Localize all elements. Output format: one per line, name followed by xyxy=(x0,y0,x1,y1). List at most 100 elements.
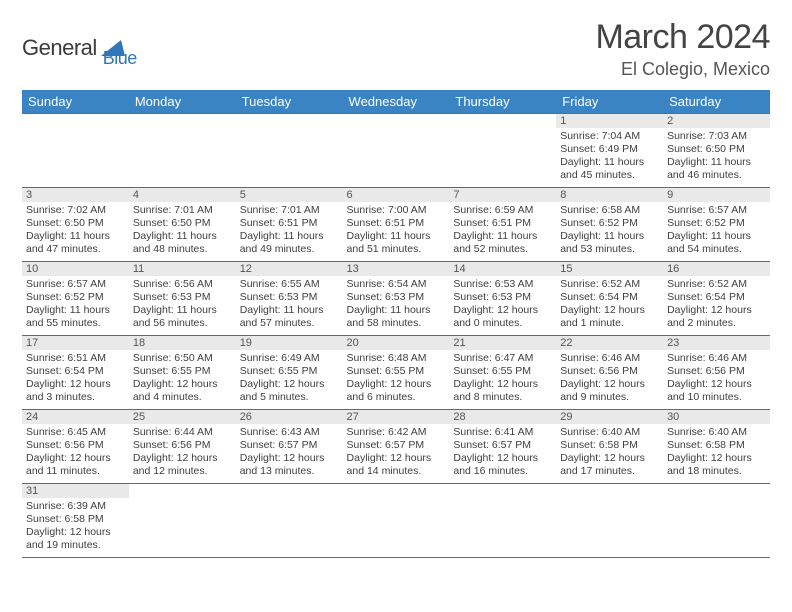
page-title: March 2024 xyxy=(595,18,770,57)
sunrise-line: Sunrise: 6:50 AM xyxy=(133,352,232,365)
day-number: 4 xyxy=(129,188,236,202)
sunrise-line: Sunrise: 6:58 AM xyxy=(560,204,659,217)
daylight-line: Daylight: 12 hours and 0 minutes. xyxy=(453,304,552,330)
sunrise-line: Sunrise: 6:48 AM xyxy=(347,352,446,365)
sunset-line: Sunset: 6:58 PM xyxy=(667,439,766,452)
calendar-cell: 29Sunrise: 6:40 AMSunset: 6:58 PMDayligh… xyxy=(556,410,663,484)
sunrise-line: Sunrise: 7:02 AM xyxy=(26,204,125,217)
daylight-line: Daylight: 12 hours and 9 minutes. xyxy=(560,378,659,404)
daylight-line: Daylight: 12 hours and 6 minutes. xyxy=(347,378,446,404)
sunrise-line: Sunrise: 7:01 AM xyxy=(133,204,232,217)
sunrise-line: Sunrise: 6:49 AM xyxy=(240,352,339,365)
brand-name-1: General xyxy=(22,35,97,61)
day-details: Sunrise: 6:40 AMSunset: 6:58 PMDaylight:… xyxy=(663,424,770,483)
sunset-line: Sunset: 6:58 PM xyxy=(560,439,659,452)
calendar-cell-empty xyxy=(449,114,556,188)
daylight-line: Daylight: 11 hours and 46 minutes. xyxy=(667,156,766,182)
daylight-line: Daylight: 12 hours and 11 minutes. xyxy=(26,452,125,478)
sunrise-line: Sunrise: 6:54 AM xyxy=(347,278,446,291)
calendar-cell: 15Sunrise: 6:52 AMSunset: 6:54 PMDayligh… xyxy=(556,262,663,336)
daylight-line: Daylight: 12 hours and 2 minutes. xyxy=(667,304,766,330)
daylight-line: Daylight: 11 hours and 54 minutes. xyxy=(667,230,766,256)
day-details: Sunrise: 7:01 AMSunset: 6:51 PMDaylight:… xyxy=(236,202,343,261)
calendar-cell-empty xyxy=(343,484,450,558)
calendar-cell: 1Sunrise: 7:04 AMSunset: 6:49 PMDaylight… xyxy=(556,114,663,188)
calendar-cell-empty xyxy=(129,114,236,188)
day-number: 22 xyxy=(556,336,663,350)
day-number: 10 xyxy=(22,262,129,276)
daylight-line: Daylight: 12 hours and 14 minutes. xyxy=(347,452,446,478)
day-number: 12 xyxy=(236,262,343,276)
day-details: Sunrise: 7:03 AMSunset: 6:50 PMDaylight:… xyxy=(663,128,770,187)
day-details: Sunrise: 6:42 AMSunset: 6:57 PMDaylight:… xyxy=(343,424,450,483)
day-details: Sunrise: 6:43 AMSunset: 6:57 PMDaylight:… xyxy=(236,424,343,483)
daylight-line: Daylight: 11 hours and 57 minutes. xyxy=(240,304,339,330)
calendar-cell-empty xyxy=(663,484,770,558)
sunset-line: Sunset: 6:51 PM xyxy=(240,217,339,230)
daylight-line: Daylight: 11 hours and 48 minutes. xyxy=(133,230,232,256)
daylight-line: Daylight: 12 hours and 5 minutes. xyxy=(240,378,339,404)
calendar-row: 3Sunrise: 7:02 AMSunset: 6:50 PMDaylight… xyxy=(22,188,770,262)
calendar-cell: 17Sunrise: 6:51 AMSunset: 6:54 PMDayligh… xyxy=(22,336,129,410)
sunrise-line: Sunrise: 6:52 AM xyxy=(560,278,659,291)
day-number: 20 xyxy=(343,336,450,350)
sunset-line: Sunset: 6:55 PM xyxy=(133,365,232,378)
calendar-cell: 31Sunrise: 6:39 AMSunset: 6:58 PMDayligh… xyxy=(22,484,129,558)
sunset-line: Sunset: 6:58 PM xyxy=(26,513,125,526)
day-details: Sunrise: 6:50 AMSunset: 6:55 PMDaylight:… xyxy=(129,350,236,409)
day-number: 15 xyxy=(556,262,663,276)
calendar-cell-empty xyxy=(556,484,663,558)
sunset-line: Sunset: 6:53 PM xyxy=(133,291,232,304)
daylight-line: Daylight: 11 hours and 51 minutes. xyxy=(347,230,446,256)
day-number: 5 xyxy=(236,188,343,202)
sunset-line: Sunset: 6:53 PM xyxy=(347,291,446,304)
weekday-header: Thursday xyxy=(449,90,556,114)
daylight-line: Daylight: 12 hours and 1 minute. xyxy=(560,304,659,330)
daylight-line: Daylight: 11 hours and 52 minutes. xyxy=(453,230,552,256)
sunrise-line: Sunrise: 6:44 AM xyxy=(133,426,232,439)
calendar-row: 1Sunrise: 7:04 AMSunset: 6:49 PMDaylight… xyxy=(22,114,770,188)
sunset-line: Sunset: 6:50 PM xyxy=(133,217,232,230)
weekday-header: Sunday xyxy=(22,90,129,114)
calendar-row: 24Sunrise: 6:45 AMSunset: 6:56 PMDayligh… xyxy=(22,410,770,484)
day-number: 18 xyxy=(129,336,236,350)
calendar-cell: 4 Sunrise: 7:01 AMSunset: 6:50 PMDaylight… xyxy=(129,188,236,262)
sunset-line: Sunset: 6:50 PM xyxy=(667,143,766,156)
sunset-line: Sunset: 6:55 PM xyxy=(240,365,339,378)
sunrise-line: Sunrise: 6:47 AM xyxy=(453,352,552,365)
sunrise-line: Sunrise: 6:45 AM xyxy=(26,426,125,439)
calendar-cell: 12Sunrise: 6:55 AMSunset: 6:53 PMDayligh… xyxy=(236,262,343,336)
sunrise-line: Sunrise: 6:56 AM xyxy=(133,278,232,291)
day-number: 9 xyxy=(663,188,770,202)
sunrise-line: Sunrise: 6:46 AM xyxy=(560,352,659,365)
sunset-line: Sunset: 6:51 PM xyxy=(347,217,446,230)
day-details: Sunrise: 6:41 AMSunset: 6:57 PMDaylight:… xyxy=(449,424,556,483)
weekday-header: Wednesday xyxy=(343,90,450,114)
sunset-line: Sunset: 6:54 PM xyxy=(667,291,766,304)
sunset-line: Sunset: 6:56 PM xyxy=(560,365,659,378)
day-details: Sunrise: 6:49 AMSunset: 6:55 PMDaylight:… xyxy=(236,350,343,409)
daylight-line: Daylight: 12 hours and 18 minutes. xyxy=(667,452,766,478)
day-number: 14 xyxy=(449,262,556,276)
sunset-line: Sunset: 6:54 PM xyxy=(26,365,125,378)
day-number: 11 xyxy=(129,262,236,276)
calendar-cell: 10Sunrise: 6:57 AMSunset: 6:52 PMDayligh… xyxy=(22,262,129,336)
sunset-line: Sunset: 6:52 PM xyxy=(667,217,766,230)
day-number: 23 xyxy=(663,336,770,350)
sunset-line: Sunset: 6:53 PM xyxy=(453,291,552,304)
sunset-line: Sunset: 6:55 PM xyxy=(453,365,552,378)
calendar-cell-empty xyxy=(449,484,556,558)
daylight-line: Daylight: 12 hours and 19 minutes. xyxy=(26,526,125,552)
sunrise-line: Sunrise: 6:57 AM xyxy=(26,278,125,291)
calendar-cell: 19Sunrise: 6:49 AMSunset: 6:55 PMDayligh… xyxy=(236,336,343,410)
day-number: 28 xyxy=(449,410,556,424)
weekday-header: Friday xyxy=(556,90,663,114)
sunrise-line: Sunrise: 6:59 AM xyxy=(453,204,552,217)
calendar-cell: 30Sunrise: 6:40 AMSunset: 6:58 PMDayligh… xyxy=(663,410,770,484)
calendar-cell: 3Sunrise: 7:02 AMSunset: 6:50 PMDaylight… xyxy=(22,188,129,262)
day-number: 16 xyxy=(663,262,770,276)
calendar-row: 17Sunrise: 6:51 AMSunset: 6:54 PMDayligh… xyxy=(22,336,770,410)
sunset-line: Sunset: 6:52 PM xyxy=(26,291,125,304)
calendar-cell: 22 Sunrise: 6:46 AMSunset: 6:56 PMDayligh… xyxy=(556,336,663,410)
sunrise-line: Sunrise: 6:43 AM xyxy=(240,426,339,439)
